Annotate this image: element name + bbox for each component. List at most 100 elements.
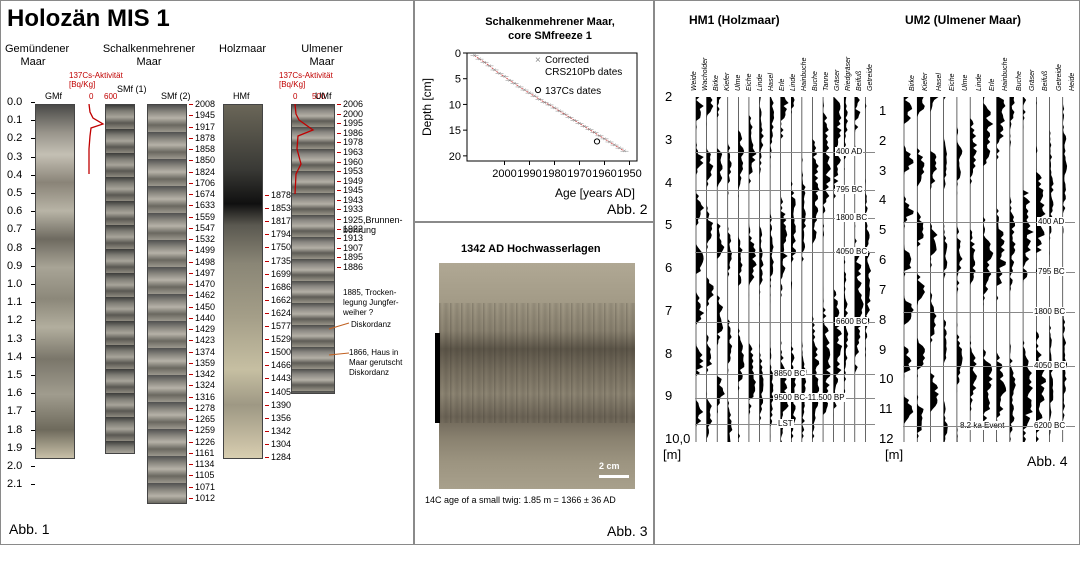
smf-date-label-tick xyxy=(189,441,193,443)
pb210-point: × xyxy=(518,85,522,91)
hm1-depth-label: 2 xyxy=(665,89,673,104)
umf-date-label-tick xyxy=(337,151,341,153)
x-axis-label: Age [years AD] xyxy=(555,186,635,200)
pollen-curve xyxy=(717,97,725,442)
pb210-point: × xyxy=(508,78,512,84)
hmf-date-label: 1500 xyxy=(271,347,292,358)
pb210-point: × xyxy=(513,81,517,87)
depth-tick-mark xyxy=(31,411,35,413)
um2-zone-label-line xyxy=(903,312,1075,313)
core-code-gmf: GMf xyxy=(45,91,62,101)
core-name-ulmener: Ulmener Maar xyxy=(301,43,343,68)
depth-tick-mark xyxy=(31,447,35,449)
umf-date-label: 1886 xyxy=(343,262,364,272)
um2-taxon-label: Gräser xyxy=(1029,69,1036,91)
x-tick-label: 1950 xyxy=(617,168,641,180)
pb210-point: × xyxy=(553,106,557,112)
smf-date-label: 1374 xyxy=(195,346,216,357)
panel-abb1: Holozän MIS 1 Gemündener Maar Schalkenme… xyxy=(0,0,414,545)
y-tick-label: 20 xyxy=(449,151,461,163)
umf-date-label: 1978 xyxy=(343,137,364,148)
umf-date-label: 1995 xyxy=(343,118,364,129)
smf-date-label: 1316 xyxy=(195,391,216,402)
pollen-curve xyxy=(854,97,864,442)
y-tick-label: 15 xyxy=(449,125,461,137)
um2-depth-axis: 1 2 3 4 5 6 7 8 9 10 11 12 xyxy=(875,1,905,544)
smf-date-label-tick xyxy=(189,250,193,252)
hm1-depth-label: 8 xyxy=(665,345,673,361)
plot-frame xyxy=(466,52,638,162)
depth-tick-label: 1.9 xyxy=(7,441,23,454)
depth-tick-mark xyxy=(31,320,35,322)
pollen-curve xyxy=(1023,97,1034,442)
hmf-date-label: 1686 xyxy=(271,281,292,292)
hm1-zone-label: 6600 BC xyxy=(835,317,869,326)
hmf-date-label-tick xyxy=(265,391,269,393)
y-axis-label: Depth [cm] xyxy=(420,78,434,136)
pb210-point: × xyxy=(478,57,482,63)
core-hmf xyxy=(223,104,263,459)
hmf-date-label: 1853 xyxy=(271,203,292,214)
hm1-zone-label-line xyxy=(695,252,875,253)
um2-taxa-headers: Birke Kiefer Hasel Eiche Ulme Linde Erle Hainbu… xyxy=(655,1,1079,101)
note-haus-gerutscht: 1866, Haus in Maar gerutscht Diskordanz xyxy=(349,348,403,377)
hmf-date-label: 1390 xyxy=(271,399,292,410)
pollen-curve xyxy=(904,97,914,442)
smf-date-label-tick xyxy=(189,216,193,218)
depth-tick-label: 1.3 xyxy=(7,332,23,345)
flood-layer-marker xyxy=(435,333,440,423)
x-tick-label: 1960 xyxy=(592,168,616,180)
abb1-title: Holozän MIS 1 xyxy=(7,5,170,32)
umf-date-label-tick xyxy=(337,209,341,211)
pb210-point: × xyxy=(603,137,607,143)
um2-depth-label: 3 xyxy=(879,162,887,178)
smf-date-label-tick xyxy=(189,385,193,387)
um2-depth-label: 11 xyxy=(879,401,893,417)
pollen-curve xyxy=(706,97,714,442)
umf-date-label: 1925,Brunnen- bohrung xyxy=(343,215,403,236)
um2-taxon-label: Birke xyxy=(909,75,916,91)
abb2-title: Schalkenmehrener Maar, core SMfreeze 1 xyxy=(485,16,615,42)
um2-zone-label: 8.2 ka Event xyxy=(959,421,1006,430)
pollen-curve xyxy=(970,97,978,442)
depth-tick-label: 1.2 xyxy=(7,314,23,327)
um2-taxon-label: Heide xyxy=(1069,72,1076,91)
smf-date-label-tick xyxy=(189,498,193,499)
hmf-date-label-tick xyxy=(265,247,269,249)
depth-tick-mark xyxy=(31,393,35,395)
hmf-date-label-tick xyxy=(265,221,269,223)
pollen-curve xyxy=(996,97,1007,442)
umf-date-label: 1960 xyxy=(343,156,364,167)
cs137-point xyxy=(593,138,601,145)
depth-tick-label: 0.2 xyxy=(7,132,23,145)
depth-tick-label: 1.8 xyxy=(7,423,23,436)
umf-date-label-tick xyxy=(337,161,341,163)
pb210-point: × xyxy=(473,54,477,60)
x-tick-label: 2000 xyxy=(492,168,516,180)
abb2-label: Abb. 2 xyxy=(607,201,648,217)
hmf-date-label: 1624 xyxy=(271,307,292,318)
smf-date-label: 1945 xyxy=(195,110,216,121)
depth-age-chart: 0 5 10 15 20 2000 1990 1980 1970 1960 1950 Age [yea… xyxy=(420,48,642,200)
umf-date-label: 1922 xyxy=(343,223,364,234)
smf-date-label: 1359 xyxy=(195,357,216,368)
umf-date-label: 1907 xyxy=(343,242,364,253)
pb210-point: × xyxy=(623,149,627,155)
smf-date-label: 1559 xyxy=(195,211,216,222)
umf-date-list: 2006 2000 1995 1986 1978 1963 1960 1953 1949 1945… xyxy=(337,1,413,544)
pb210-point: × xyxy=(598,134,602,140)
smf-date-label: 1440 xyxy=(195,312,216,323)
hmf-date-label-tick xyxy=(265,312,269,314)
pb210-point: × xyxy=(548,103,552,109)
smf-date-label: 1917 xyxy=(195,121,216,132)
pollen-curve xyxy=(1036,97,1047,442)
umf-date-label-tick xyxy=(337,142,341,144)
hmf-date-label: 1284 xyxy=(271,452,292,462)
smf-date-label-tick xyxy=(189,171,193,173)
hm1-zone-label: 4050 BC xyxy=(835,247,869,256)
pollen-curve xyxy=(780,97,789,442)
pb210-point: × xyxy=(538,97,542,103)
smf-date-label-tick xyxy=(189,295,193,297)
um2-unit: [m] xyxy=(885,447,904,462)
scale-bar xyxy=(599,475,629,478)
